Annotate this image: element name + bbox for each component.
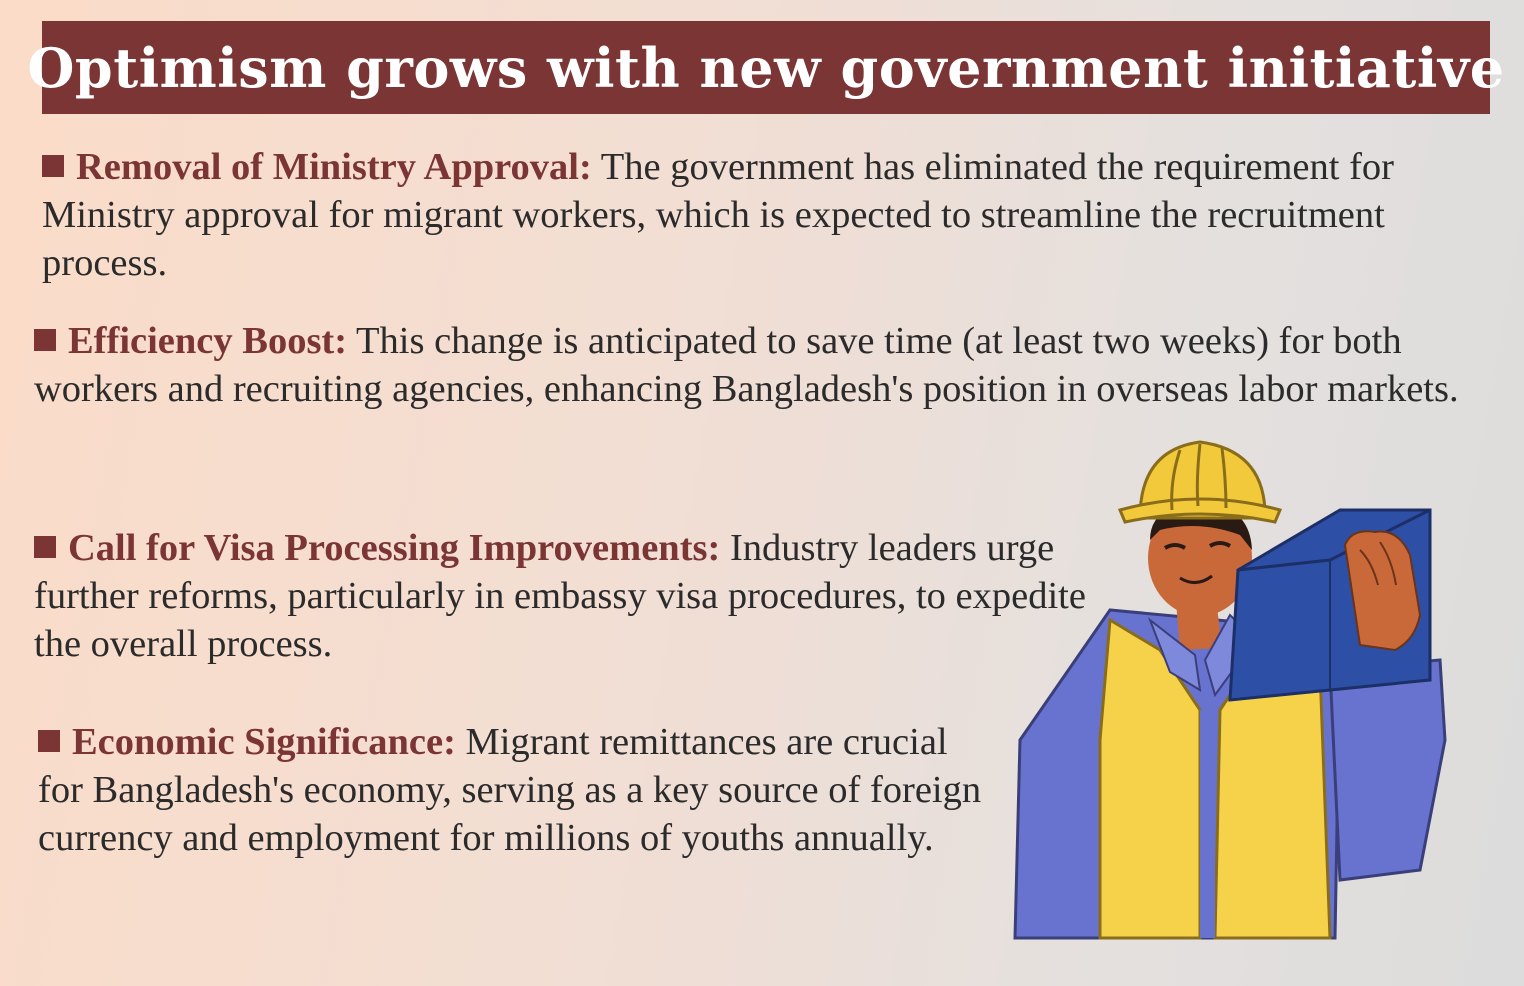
point-efficiency-boost: Efficiency Boost: This change is anticip… [34, 317, 1494, 413]
bullet-square-icon [38, 730, 60, 752]
title-banner: Optimism grows with new government initi… [27, 21, 1504, 114]
point-heading: Economic Significance: [72, 721, 456, 763]
bullet-square-icon [34, 536, 56, 558]
point-text: The government has eliminated the requir… [42, 146, 1394, 284]
bullet-square-icon [34, 329, 56, 351]
page-title: Optimism grows with new government initi… [27, 35, 1505, 100]
point-text: This change is anticipated to save time … [34, 320, 1459, 410]
point-ministry-approval: Removal of Ministry Approval: The govern… [42, 143, 1482, 287]
point-heading: Efficiency Boost: [68, 320, 348, 362]
point-heading: Removal of Ministry Approval: [76, 146, 592, 188]
bullet-square-icon [42, 155, 64, 177]
point-economic-significance: Economic Significance: Migrant remittanc… [38, 718, 998, 862]
point-visa-processing: Call for Visa Processing Improvements: I… [34, 524, 1094, 668]
construction-worker-icon [1013, 440, 1447, 940]
point-heading: Call for Visa Processing Improvements: [68, 527, 721, 569]
point-text: Migrant remittances are crucial for Bang… [38, 721, 982, 859]
point-text: Industry leaders urge further reforms, p… [34, 527, 1086, 665]
